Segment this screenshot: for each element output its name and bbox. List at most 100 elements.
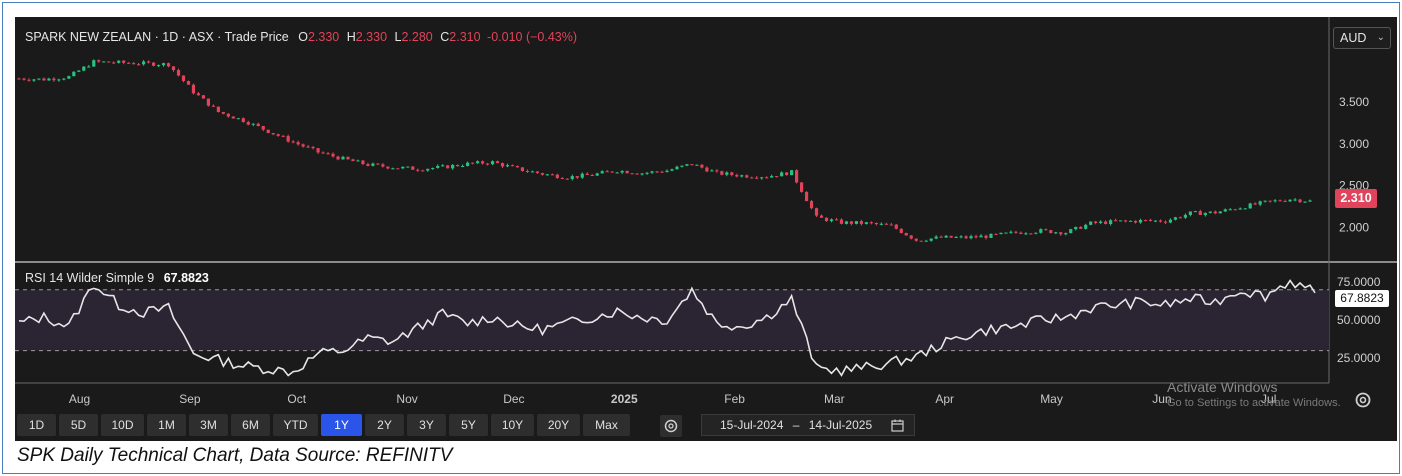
candle-body [785,172,789,176]
time-tick-label: Aug [69,392,90,406]
candle-body [1109,220,1113,225]
chevron-down-icon: ⌄ [1376,32,1385,43]
time-tick-label: Jun [1152,392,1171,406]
candle-body [795,170,799,183]
range-button-10y[interactable]: 10Y [491,414,534,436]
price-tick-label: 3.000 [1339,137,1369,151]
gear-icon[interactable] [1353,390,1373,410]
range-button-ytd[interactable]: YTD [273,414,318,436]
range-button-3y[interactable]: 3Y [407,414,446,436]
candle-body [909,235,913,239]
candle-body [376,163,380,165]
candle-body [994,233,998,235]
candle-body [615,172,619,174]
candle-body [1243,208,1247,210]
candle-body [695,164,699,166]
range-button-max[interactable]: Max [583,414,630,436]
range-button-20y[interactable]: 20Y [537,414,580,436]
candle-body [1158,220,1163,222]
rsi-value-tag: 67.8823 [1335,290,1389,307]
candle-body [401,166,405,169]
candle-body [730,172,734,175]
candle-body [122,60,126,63]
candle-body [954,236,958,238]
candle-body [1213,211,1217,214]
candle-body [72,71,76,77]
candle-body [196,93,201,96]
range-settings-icon[interactable] [660,415,682,437]
candle-body [1024,233,1028,235]
time-tick-label: Jul [1261,392,1276,406]
candle-body [246,122,250,125]
range-button-3m[interactable]: 3M [189,414,228,436]
candle-body [32,79,36,81]
candle-body [161,63,166,66]
candle-body [944,235,948,238]
candle-body [466,162,470,166]
candle-body [1198,211,1202,215]
candle-body [999,232,1003,235]
open-label: O [298,30,308,44]
candle-body [92,60,96,67]
range-button-10d[interactable]: 10D [101,414,144,436]
rsi-band [15,289,1329,351]
range-button-1y[interactable]: 1Y [321,414,362,436]
candle-body [585,173,589,175]
candle-body [426,168,430,171]
candle-body [431,167,435,169]
candle-body [655,171,659,173]
candle-body [650,171,654,173]
low-label: L [394,30,402,44]
candle-body [1039,229,1043,233]
candle-body [321,152,325,154]
candle-body [665,170,669,173]
candle-body [710,170,714,172]
range-button-5d[interactable]: 5D [59,414,98,436]
candle-body [874,222,878,225]
date-separator: – [792,418,800,432]
range-button-2y[interactable]: 2Y [365,414,404,436]
candle-body [1303,201,1307,203]
candle-body [341,156,345,160]
candle-body [530,171,535,173]
candle-body [540,173,544,175]
candle-body [974,236,978,238]
range-button-6m[interactable]: 6M [231,414,270,436]
rsi-axis: 25.0000 50.0000 75.0000 [1337,275,1381,365]
candles-group [17,59,1312,242]
candle-body [1099,221,1103,223]
candle-body [819,215,824,218]
candle-body [620,170,624,173]
candle-body [411,166,415,170]
candle-body [1009,231,1013,233]
candle-body [471,162,475,164]
candle-body [97,60,101,62]
candle-body [127,62,131,64]
time-tick-label: Dec [503,392,524,406]
last-price-tag: 2.310 [1335,189,1377,208]
candle-body [371,163,375,166]
candle-body [206,98,211,106]
candle-body [266,129,270,134]
rsi-tick-label: 75.0000 [1337,275,1381,289]
candle-body [47,78,51,81]
date-range-picker[interactable]: 15-Jul-2024 – 14-Jul-2025 [701,414,915,436]
range-button-1d[interactable]: 1D [17,414,56,436]
candle-body [939,236,943,238]
candle-body [1263,200,1267,202]
candle-body [555,174,559,179]
currency-select[interactable]: AUD ⌄ [1333,27,1391,49]
candle-body [391,168,395,170]
candle-body [635,173,639,175]
range-button-1m[interactable]: 1M [147,414,186,436]
candle-body [112,62,116,64]
candle-body [1044,229,1048,231]
candle-body [535,171,539,174]
candle-body [894,224,898,229]
candle-body [296,142,300,145]
candle-body [42,78,46,81]
candle-body [1128,220,1133,222]
range-button-5y[interactable]: 5Y [449,414,488,436]
